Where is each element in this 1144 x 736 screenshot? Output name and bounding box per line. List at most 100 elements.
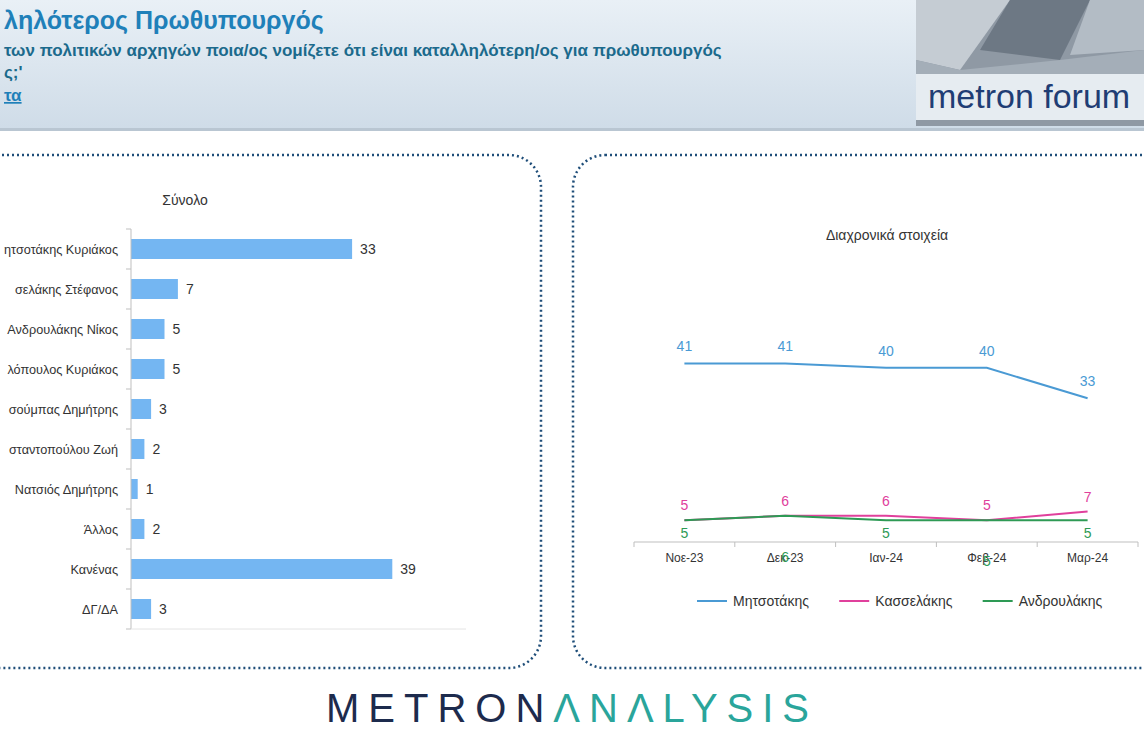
tick-mark (1138, 542, 1139, 547)
data-label: 7 (1084, 489, 1092, 505)
data-label: 41 (777, 338, 793, 354)
tick-mark (126, 509, 131, 510)
data-label: 2 (152, 521, 160, 537)
subtitle: των πολιτικών αρχηγών ποια/ος νομίζετε ό… (4, 41, 722, 60)
subtitle: ς;' (4, 63, 23, 82)
data-label: 2 (152, 441, 160, 457)
data-label: 40 (878, 343, 894, 359)
tick-mark (835, 542, 836, 547)
brand-part: METRON (326, 686, 553, 730)
logo-bg (916, 0, 1144, 126)
bar (131, 319, 165, 339)
axis-line (634, 542, 1138, 543)
tick-label: σούμπας Δημήτρης (9, 403, 118, 417)
legend-swatch (983, 600, 1013, 602)
tick-label: Μαρ-24 (1067, 551, 1108, 565)
series-line (684, 512, 1087, 521)
legend-swatch (839, 600, 869, 602)
tick-label: Κανένας (71, 563, 118, 577)
tick-mark (734, 542, 735, 547)
tick-label: σταντοπούλου Ζωή (9, 443, 118, 457)
tick-mark (634, 542, 635, 547)
tick-label: Νατσιός Δημήτρης (15, 483, 118, 497)
data-label: 7 (186, 281, 194, 297)
title: ληλότερος Πρωθυπουργός (4, 6, 324, 35)
tick-label: ΔΓ/ΔΑ (82, 603, 118, 617)
data-label: 5 (983, 497, 991, 513)
data-label: 33 (1080, 373, 1096, 389)
data-label: 5 (681, 525, 689, 541)
bar (131, 359, 165, 379)
brand-part: ΛNΛLYSIS (553, 686, 818, 730)
data-label: 5 (173, 321, 181, 337)
tick-mark (126, 589, 131, 590)
tick-mark (1037, 542, 1038, 547)
tick-label: Ανδρουλάκης Νίκος (7, 323, 118, 337)
tick-label: Ιαν-24 (869, 551, 903, 565)
tick-label: Άλλος (84, 523, 118, 537)
tick-mark (126, 269, 131, 270)
logo-strip (916, 74, 1144, 120)
bar (131, 599, 151, 619)
data-label: 39 (400, 561, 416, 577)
logo-shape (1070, 0, 1144, 55)
page: ληλότερος Πρωθυπουργός των πολιτικών αρχη… (0, 0, 1144, 736)
tick-mark (126, 349, 131, 350)
bars (131, 239, 392, 619)
panel-border (0, 155, 541, 668)
tick-label: σελάκης Στέφανος (15, 283, 118, 297)
data-label: 5 (173, 361, 181, 377)
bar (131, 399, 151, 419)
tick-label: λόπουλος Κυριάκος (7, 363, 118, 377)
chart-title: Σύνολο (162, 192, 208, 208)
legend-swatch (697, 600, 727, 602)
tick-mark (126, 629, 131, 630)
logo: metron forum (916, 0, 1144, 126)
tick-label: ητσοτάκης Κυριάκος (4, 243, 118, 257)
data-label: 5 (681, 497, 689, 513)
tick-mark (126, 309, 131, 310)
legend-label: Κασσελάκης (875, 593, 952, 609)
legend-label: Μητσοτάκης (733, 593, 809, 609)
panel-border (573, 155, 1144, 668)
tick-label: Νοε-23 (665, 551, 703, 565)
data-label: 1 (146, 481, 154, 497)
bar (131, 439, 144, 459)
data-label: 33 (360, 241, 376, 257)
tick-mark (126, 429, 131, 430)
series-line (684, 516, 1087, 520)
tick-mark (126, 469, 131, 470)
logo-text: metron forum (928, 77, 1130, 115)
tick-mark (126, 389, 131, 390)
link: τα (4, 86, 22, 105)
tick-mark (126, 229, 131, 230)
chart-title: Διαχρονικά στοιχεία (826, 227, 948, 243)
data-label: 6 (781, 549, 789, 565)
data-label: 3 (159, 401, 167, 417)
line-chart: Διαχρονικά στοιχείαΝοε-23Δεκ-23Ιαν-24Φεβ… (634, 227, 1138, 609)
data-label: 6 (882, 493, 890, 509)
lines (684, 363, 1087, 520)
tick-mark (126, 549, 131, 550)
data-label: 41 (677, 338, 693, 354)
bar-chart: Σύνολο33ητσοτάκης Κυριάκος7σελάκης Στέφα… (4, 192, 466, 629)
data-label: 5 (1084, 525, 1092, 541)
data-label: 5 (882, 525, 890, 541)
data-label: 5 (983, 553, 991, 569)
data-label: 6 (781, 493, 789, 509)
series-line (684, 363, 1087, 398)
bar (131, 479, 138, 499)
legend-label: Ανδρουλάκης (1019, 593, 1103, 609)
header-shadow (0, 128, 1144, 131)
brand: METRONΛNΛLYSIS (326, 686, 818, 730)
header-band (0, 0, 1144, 128)
bar (131, 239, 352, 259)
bar (131, 279, 178, 299)
data-label: 40 (979, 343, 995, 359)
logo-shape (916, 50, 1144, 74)
bar (131, 559, 392, 579)
axis-line (131, 629, 466, 630)
data-label: 3 (159, 601, 167, 617)
bar (131, 519, 144, 539)
tick-mark (936, 542, 937, 547)
